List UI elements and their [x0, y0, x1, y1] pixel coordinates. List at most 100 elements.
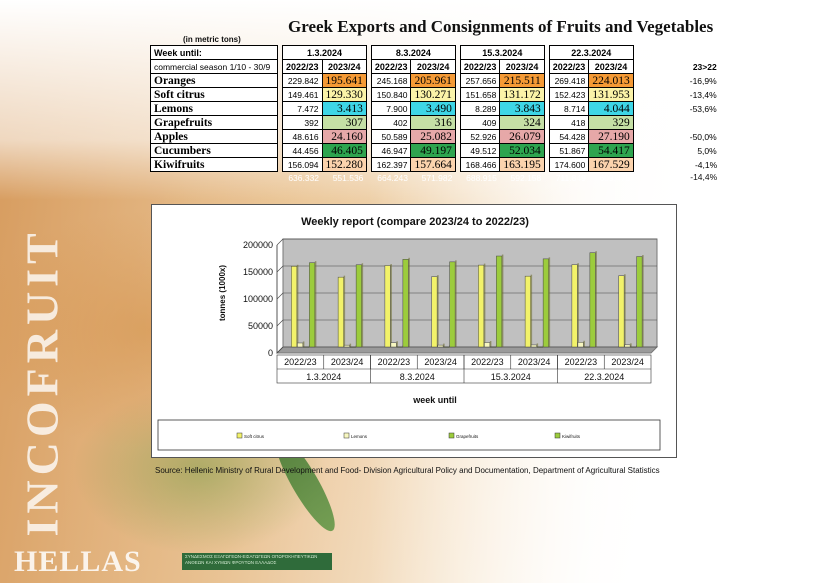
bar-kiwifruits — [496, 255, 503, 348]
bar-grapefruits — [349, 346, 356, 348]
total-curr-season: 571.982 — [421, 172, 453, 183]
value-prev-season: 269.418 — [548, 73, 590, 88]
change-percent: 5,0% — [697, 145, 717, 156]
value-prev-season: 49.512 — [459, 143, 501, 158]
value-curr-season: 307 — [321, 115, 367, 130]
bar-lemons — [577, 342, 584, 348]
bar-soft-citrus — [291, 266, 298, 348]
gridline-side — [276, 265, 284, 273]
x-tick-label: 2023/24 — [424, 357, 457, 367]
value-curr-season: 224.013 — [588, 73, 634, 88]
value-curr-season: 3.490 — [410, 101, 456, 116]
value-prev-season: 162.397 — [370, 157, 412, 172]
chart-title: Weekly report (compare 2023/24 to 2022/2… — [301, 216, 529, 228]
value-prev-season: 151.658 — [459, 87, 501, 102]
value-curr-season: 4.044 — [588, 101, 634, 116]
y-axis-label: tonnes (1000x) — [218, 265, 227, 321]
value-curr-season: 316 — [410, 115, 456, 130]
value-prev-season: 229.842 — [282, 73, 323, 88]
bar-side — [577, 263, 579, 347]
y-tick-label: 100000 — [243, 294, 273, 304]
x-tick-label: 2022/23 — [378, 357, 411, 367]
bar-side — [408, 257, 410, 347]
bar-kiwifruits — [402, 259, 409, 348]
season-header: 2023/24 — [588, 59, 634, 74]
change-percent: -13,4% — [689, 89, 717, 100]
value-curr-season: 157.664 — [410, 157, 456, 172]
bar-soft-citrus — [384, 265, 391, 348]
bar-side — [501, 254, 504, 347]
bar-lemons — [297, 342, 304, 348]
unit-note: (in metric tons) — [183, 35, 241, 44]
season-header: 2023/24 — [499, 59, 545, 74]
bar-side — [396, 341, 398, 347]
value-curr-season: 163.195 — [499, 157, 545, 172]
table-row: Kiwifruits 156.094 152.280 162.397 157.664 16… — [150, 157, 720, 172]
week-header: 22.3.2024 — [548, 45, 634, 60]
value-prev-season: 50.589 — [370, 129, 412, 144]
value-curr-season: 152.280 — [321, 157, 367, 172]
value-prev-season: 44.456 — [282, 143, 323, 158]
value-prev-season: 46.947 — [370, 143, 412, 158]
bar-side — [443, 343, 445, 347]
gridline-side — [276, 238, 284, 246]
value-curr-season: 24.160 — [321, 129, 367, 144]
week-header: 15.3.2024 — [459, 45, 545, 60]
product-name: Oranges — [150, 73, 278, 88]
exports-table: Week until: 1.3.2024 8.3.2024 15.3.2024 22.3… — [150, 45, 720, 183]
bar-kiwifruits — [636, 256, 643, 348]
total-change: -14,4% — [690, 172, 718, 183]
value-prev-season: 150.840 — [370, 87, 412, 102]
value-curr-season: 54.417 — [588, 143, 634, 158]
value-prev-season: 52.926 — [459, 129, 501, 144]
legend-label: Kiwifruits — [562, 434, 581, 439]
y-tick-label: 0 — [268, 348, 273, 358]
value-prev-season: 8.714 — [548, 101, 590, 116]
bar-soft-citrus — [618, 275, 625, 348]
season-header: 2023/24 — [321, 59, 367, 74]
totals-label — [151, 172, 278, 184]
bar-side — [595, 251, 597, 347]
value-prev-season: 152.423 — [548, 87, 590, 102]
value-curr-season: 215.511 — [499, 73, 545, 88]
legend-swatch — [236, 432, 243, 439]
gridline-side — [276, 292, 284, 300]
season-header: 2022/23 — [282, 59, 323, 74]
bar-grapefruits — [303, 346, 310, 348]
week-label: Week until: — [150, 45, 278, 60]
season-label: commercial season 1/10 - 30/9 — [150, 59, 278, 74]
value-prev-season: 168.466 — [459, 157, 501, 172]
bar-side — [530, 274, 533, 347]
y-tick-label: 200000 — [243, 240, 273, 250]
group-label: 1.3.2024 — [306, 372, 341, 382]
table-row: Oranges 229.842 195.641 245.168 205.961 257.6… — [150, 73, 720, 88]
value-prev-season: 149.461 — [282, 87, 323, 102]
x-tick-label: 2022/23 — [471, 357, 504, 367]
value-prev-season: 392 — [282, 115, 323, 130]
total-prev-season: 636.332 — [288, 172, 320, 183]
bar-grapefruits — [443, 346, 450, 348]
bar-soft-citrus — [571, 264, 578, 348]
bar-lemons — [530, 344, 537, 348]
change-percent: -53,6% — [689, 103, 717, 114]
association-badge: ΣΥΝΔΕΣΜΟΣ ΕΞΑΓΩΓΕΩΝ-ΕΙΣΑΓΩΓΕΩΝ ΟΠΩΡΟΚΗΠΕ… — [182, 553, 332, 570]
bar-soft-citrus — [431, 276, 438, 348]
value-prev-season: 51.867 — [548, 143, 590, 158]
bar-side — [548, 257, 551, 347]
table-row: Apples 48.616 24.160 50.589 25.082 52.926 26.0… — [150, 129, 720, 144]
bar-soft-citrus — [337, 276, 344, 348]
gridline-side — [276, 319, 284, 327]
legend-swatch — [448, 432, 455, 439]
change-percent — [633, 116, 719, 130]
bar-soft-citrus — [478, 264, 485, 348]
total-curr-season: 592.158 — [510, 172, 542, 183]
value-curr-season: 3.413 — [321, 101, 367, 116]
bar-soft-citrus — [524, 275, 531, 348]
change-percent: -50,0% — [689, 131, 717, 142]
y-tick-label: 50000 — [248, 321, 273, 331]
change-header-spacer — [633, 46, 719, 60]
bar-side — [343, 275, 346, 347]
bar-kiwifruits — [542, 258, 549, 348]
group-label: 15.3.2024 — [491, 372, 531, 382]
value-curr-season: 49.197 — [410, 143, 456, 158]
